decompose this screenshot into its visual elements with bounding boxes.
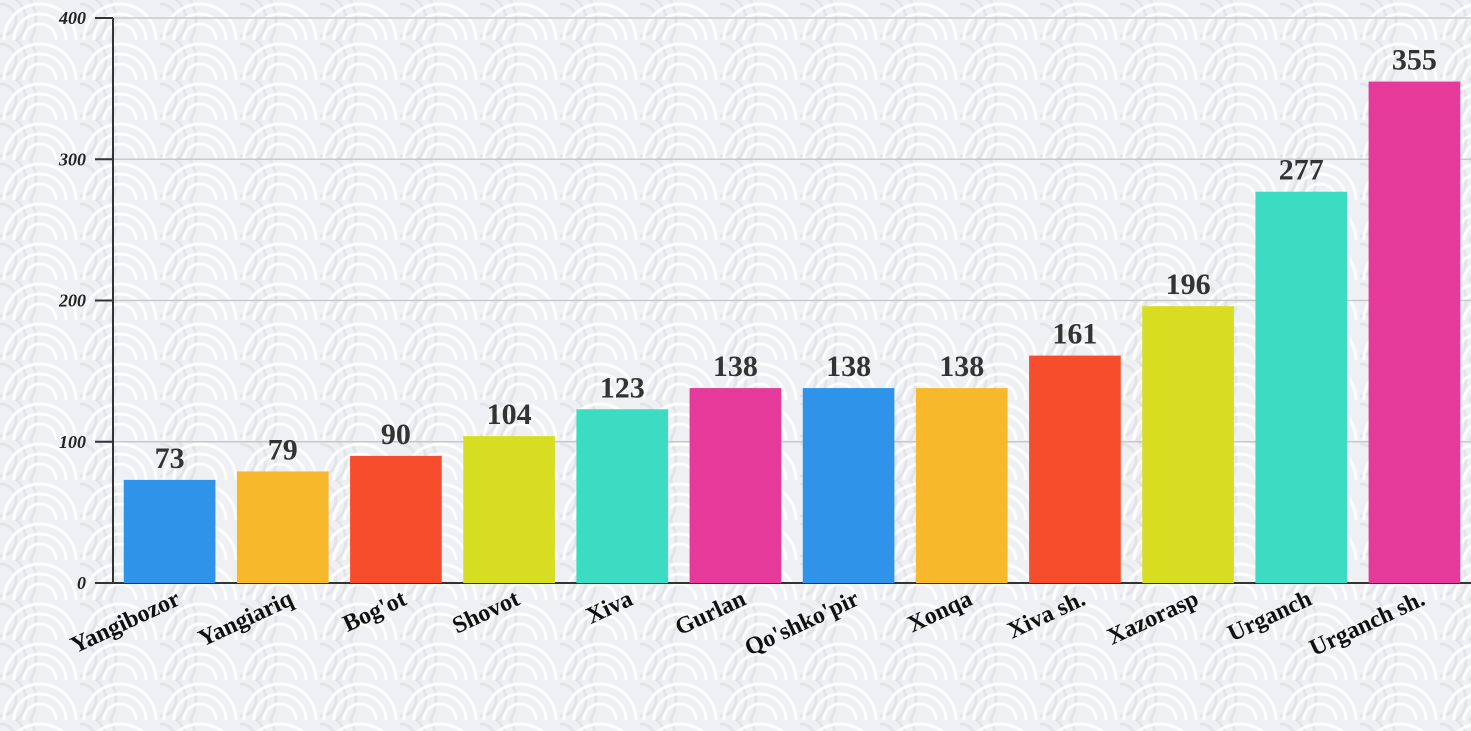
bar-value-label: 196 [1166,268,1211,301]
category-label: Xazorasp [1103,586,1202,651]
bar [915,388,1008,583]
category-label: Qo'shko'pir [741,586,864,662]
category-label: Bog'ot [339,586,410,638]
bar-value-label: 123 [600,371,645,404]
y-tick-label: 300 [58,149,86,169]
category-label: Yangiariq [194,586,297,653]
bar [463,436,555,583]
value-labels: 73 79 90 104 123 138 138 138 161 196 277 355 [155,44,1437,475]
bar-value-label: 138 [826,350,871,383]
category-label: Yangibozor [67,586,185,659]
bar [689,388,782,583]
bar-value-label: 90 [381,418,411,451]
y-tick-label: 0 [77,573,86,593]
bar-value-label: 355 [1392,44,1437,77]
bar [123,479,216,583]
y-tick-label: 200 [58,291,86,311]
bar-value-label: 138 [939,350,984,383]
category-labels: Yangibozor Yangiariq Bog'ot Shovot Xiva Gurla… [67,586,1429,662]
bar-value-label: 104 [487,398,532,431]
category-label: Urganch [1224,586,1316,647]
y-tick-label: 100 [59,432,86,452]
bar [1368,81,1461,583]
bar [236,471,329,583]
category-label: Xiva [582,586,636,630]
category-label: Urganch sh. [1306,586,1429,662]
y-axis: 0 100 200 300 400 [58,8,1471,593]
bar-value-label: 79 [268,433,298,466]
bars [123,81,1461,584]
bar [350,455,442,583]
bar [576,409,669,583]
bar-value-label: 161 [1052,318,1097,351]
bar [802,388,895,583]
bar [1142,306,1234,583]
bar-value-label: 277 [1279,154,1324,187]
bar-value-label: 73 [155,442,185,475]
category-label: Xiva sh. [1004,586,1090,645]
bar [1029,355,1121,583]
category-label: Shovot [449,586,524,639]
bar [1255,191,1348,584]
y-tick-label: 400 [58,8,86,28]
category-label: Gurlan [671,586,750,641]
bar-value-label: 138 [713,350,758,383]
gridlines [113,17,1471,443]
category-label: Xonqa [904,586,977,638]
